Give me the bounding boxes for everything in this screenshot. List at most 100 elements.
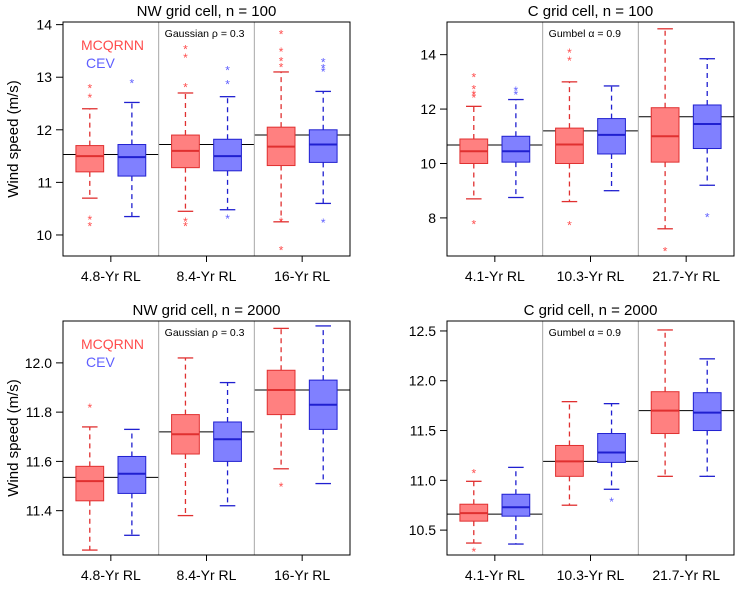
y-tick-label: 14 <box>36 17 52 33</box>
y-tick-label: 11.5 <box>410 423 436 439</box>
iqr-box <box>692 104 722 150</box>
cev-box-1: ** <box>501 84 531 199</box>
outlier-point: * <box>567 219 572 233</box>
outlier-point: * <box>567 46 572 60</box>
outlier-point: * <box>279 244 284 258</box>
outlier-point: * <box>609 495 614 509</box>
x-category-label: 8.4-Yr RL <box>177 567 237 583</box>
outlier-point: * <box>279 61 284 75</box>
cev-box-1: * <box>117 76 147 218</box>
y-tick-label: 11 <box>37 174 52 190</box>
iqr-box <box>501 135 531 163</box>
outlier-point: * <box>279 480 284 494</box>
outlier-point: * <box>705 211 710 225</box>
x-category-label: 4.8-Yr RL <box>81 567 141 583</box>
outlier-point: * <box>471 466 476 480</box>
y-tick-label: 13 <box>36 69 52 85</box>
cev-box-2 <box>597 85 626 192</box>
outlier-point: * <box>471 545 476 559</box>
outlier-point: * <box>183 220 188 234</box>
y-tick-label: 12.0 <box>409 373 436 389</box>
y-tick-label: 11.0 <box>410 472 436 488</box>
legend-cev: CEV <box>86 55 115 71</box>
y-tick-label: 14 <box>420 47 436 63</box>
iqr-box <box>650 391 680 435</box>
outlier-point: * <box>130 76 135 90</box>
mcqrnn-box-3 <box>650 329 680 477</box>
distribution-annotation: Gaussian ρ = 0.3 <box>165 28 245 40</box>
mcqrnn-box-1: * <box>75 401 105 551</box>
outlier-point: * <box>87 82 92 96</box>
x-category-label: 16-Yr RL <box>274 567 330 583</box>
mcqrnn-box-3: ****** <box>266 28 296 258</box>
cev-box-2: * <box>597 402 626 509</box>
outlier-point: * <box>225 63 230 77</box>
distribution-annotation: Gumbel α = 0.9 <box>549 327 621 339</box>
iqr-box <box>597 118 626 155</box>
panel-title: NW grid cell, n = 100 <box>137 3 277 20</box>
x-category-label: 4.1-Yr RL <box>465 567 525 583</box>
panel-title: C grid cell, n = 100 <box>528 3 654 20</box>
distribution-annotation: Gumbel α = 0.9 <box>549 28 621 40</box>
x-category-label: 10.3-Yr RL <box>557 567 625 583</box>
y-tick-label: 10 <box>36 227 52 243</box>
cev-box-3 <box>308 325 338 485</box>
outlier-point: * <box>183 81 188 95</box>
mcqrnn-box-3: * <box>650 28 680 259</box>
y-tick-label: 12 <box>36 122 52 138</box>
mcqrnn-box-2: *** <box>555 46 584 233</box>
chart-panel-3: * * 11.4 11.6 11.8 12.0 4.8-Yr RL 8.4-Yr RL 16-Y… <box>5 302 351 583</box>
iqr-box <box>597 433 626 463</box>
y-tick-label: 10 <box>420 155 436 171</box>
x-category-label: 8.4-Yr RL <box>177 268 237 284</box>
outlier-point: * <box>321 55 326 69</box>
x-category-label: 16-Yr RL <box>274 268 330 284</box>
outlier-point: * <box>471 91 476 105</box>
cev-box-1 <box>117 428 147 536</box>
cev-box-3 <box>692 358 722 477</box>
iqr-box <box>266 369 296 416</box>
iqr-box <box>213 138 242 172</box>
iqr-box <box>501 493 531 517</box>
cev-box-1 <box>501 466 531 545</box>
outlier-point: * <box>87 401 92 415</box>
outlier-point: * <box>87 220 92 234</box>
x-category-label: 21.7-Yr RL <box>652 268 720 284</box>
plot-frame <box>446 21 735 257</box>
outlier-point: * <box>471 88 476 102</box>
panel-title: NW grid cell, n = 2000 <box>133 302 281 319</box>
iqr-box <box>117 144 147 177</box>
iqr-box <box>650 107 680 163</box>
plot-frame <box>446 320 735 556</box>
outlier-point: * <box>321 216 326 230</box>
outlier-point: * <box>225 212 230 226</box>
cev-box-3: * <box>692 58 722 225</box>
legend-mcqrnn: MCQRNN <box>81 336 144 352</box>
outlier-point: * <box>567 54 572 68</box>
y-tick-label: 8 <box>428 210 436 226</box>
outlier-point: * <box>225 78 230 92</box>
chart-panel-4: ***10.511.011.512.012.54.1-Yr RL 10.3-Yr … <box>409 302 735 583</box>
distribution-annotation: Gaussian ρ = 0.3 <box>165 327 245 339</box>
outlier-point: * <box>663 245 668 259</box>
cev-box-2 <box>213 381 242 507</box>
outlier-point: * <box>279 54 284 68</box>
outlier-point: * <box>514 88 519 102</box>
outlier-point: * <box>183 215 188 229</box>
outlier-point: * <box>471 83 476 97</box>
y-tick-label: 11.4 <box>26 503 52 519</box>
iqr-box <box>117 455 147 494</box>
iqr-box <box>75 465 105 502</box>
outlier-point: * <box>279 28 284 42</box>
mcqrnn-box-1: **** <box>75 82 105 234</box>
y-tick-label: 12.5 <box>409 323 436 339</box>
mcqrnn-box-1: ***** <box>459 70 489 231</box>
x-category-label: 4.8-Yr RL <box>81 268 141 284</box>
y-tick-label: 11.8 <box>26 404 52 420</box>
outlier-point: * <box>321 65 326 79</box>
outlier-point: * <box>321 62 326 76</box>
outlier-point: * <box>279 215 284 229</box>
iqr-box <box>75 145 105 173</box>
x-category-label: 4.1-Yr RL <box>465 268 525 284</box>
